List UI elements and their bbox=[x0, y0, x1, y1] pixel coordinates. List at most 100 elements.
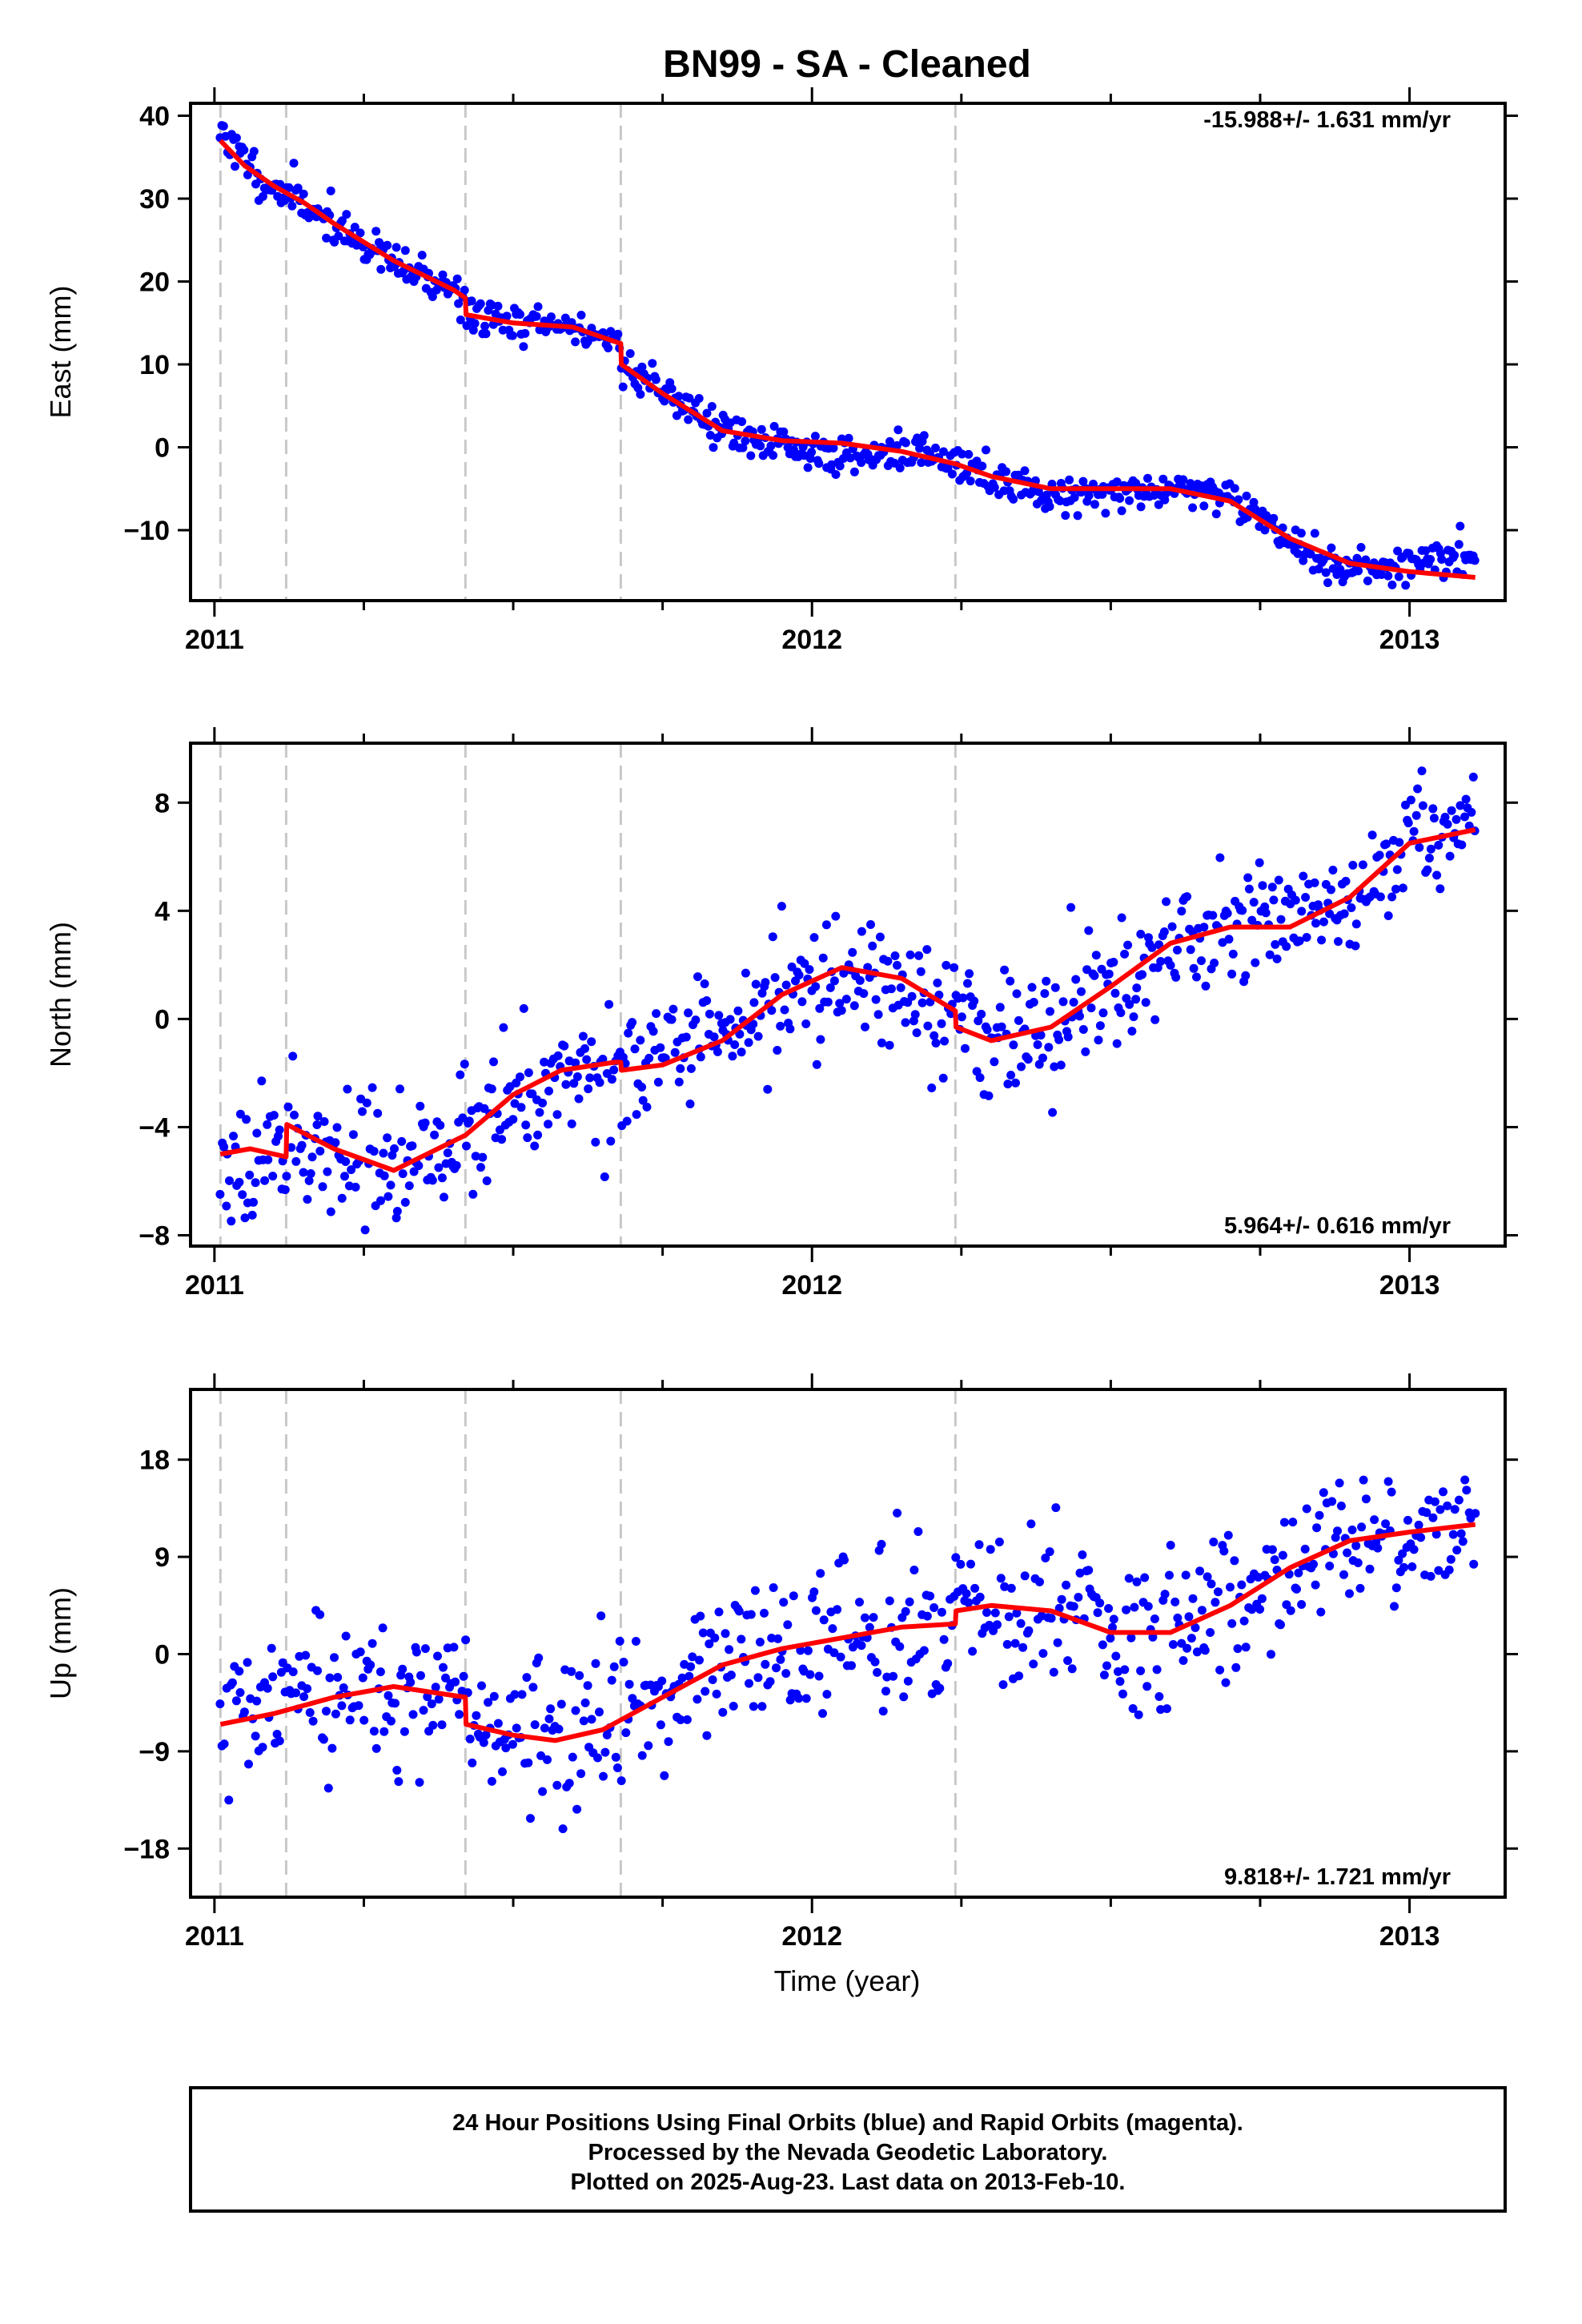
east-point bbox=[1188, 503, 1198, 513]
north-point bbox=[942, 960, 951, 970]
east-point bbox=[756, 441, 765, 451]
north-point bbox=[1272, 954, 1282, 963]
up-point bbox=[785, 1695, 795, 1705]
east-point bbox=[1098, 489, 1107, 499]
north-point bbox=[420, 1118, 430, 1128]
up-point bbox=[1443, 1501, 1452, 1510]
up-point bbox=[379, 1727, 389, 1736]
up-point bbox=[964, 1598, 974, 1607]
footer-box: 24 Hour Positions Using Final Orbits (bl… bbox=[189, 2086, 1507, 2213]
up-point bbox=[1104, 1604, 1114, 1613]
north-point bbox=[1445, 851, 1455, 861]
east-point bbox=[1154, 500, 1163, 509]
up-point bbox=[885, 1596, 894, 1606]
north-point bbox=[398, 1169, 408, 1179]
up-point bbox=[755, 1638, 765, 1647]
up-point bbox=[484, 1698, 493, 1707]
north-point bbox=[676, 1063, 685, 1073]
north-point bbox=[1033, 1040, 1042, 1049]
up-point bbox=[517, 1690, 527, 1699]
east-point bbox=[709, 443, 718, 452]
north-point bbox=[251, 1178, 260, 1188]
up-x-tick-label: 2012 bbox=[781, 1921, 842, 1952]
up-point bbox=[528, 1683, 538, 1692]
north-point bbox=[1129, 1012, 1138, 1022]
north-point bbox=[691, 1015, 701, 1025]
up-point bbox=[1407, 1562, 1417, 1571]
up-point bbox=[776, 1655, 785, 1664]
north-point bbox=[315, 1146, 325, 1156]
north-point bbox=[535, 1108, 544, 1117]
east-y-axis-label: East (mm) bbox=[44, 286, 77, 419]
up-point bbox=[1084, 1566, 1094, 1575]
up-point bbox=[1428, 1513, 1438, 1522]
north-point bbox=[1000, 965, 1010, 975]
east-point bbox=[835, 461, 845, 471]
up-point bbox=[1209, 1538, 1219, 1546]
east-point bbox=[1070, 493, 1079, 502]
up-point bbox=[1095, 1598, 1105, 1608]
north-point bbox=[343, 1084, 352, 1094]
up-point bbox=[1166, 1541, 1175, 1550]
up-point bbox=[303, 1684, 312, 1694]
east-point bbox=[849, 467, 859, 476]
up-point bbox=[937, 1607, 946, 1617]
east-point bbox=[831, 470, 841, 479]
north-point bbox=[591, 1137, 600, 1147]
north-point bbox=[875, 932, 885, 942]
north-point bbox=[1054, 1035, 1064, 1044]
up-point bbox=[1394, 1555, 1403, 1565]
up-point bbox=[493, 1719, 503, 1728]
north-point bbox=[1468, 772, 1478, 782]
east-point bbox=[516, 310, 524, 320]
up-point bbox=[477, 1681, 486, 1691]
up-point bbox=[1462, 1486, 1472, 1495]
up-point bbox=[1450, 1505, 1460, 1514]
north-point bbox=[709, 1032, 719, 1042]
up-point bbox=[1004, 1612, 1014, 1622]
north-point bbox=[1036, 1031, 1046, 1040]
north-point bbox=[299, 1168, 308, 1177]
up-point bbox=[512, 1723, 521, 1733]
north-point bbox=[1084, 926, 1094, 935]
x-axis-label: Time (year) bbox=[774, 1964, 921, 1997]
north-point bbox=[809, 933, 819, 943]
north-point bbox=[684, 1008, 693, 1018]
east-point bbox=[618, 382, 628, 392]
up-point bbox=[1128, 1704, 1138, 1713]
east-point bbox=[1078, 476, 1088, 486]
north-point bbox=[1291, 895, 1300, 905]
north-point bbox=[240, 1213, 250, 1223]
north-point bbox=[1162, 897, 1171, 907]
up-x-tick-label: 2013 bbox=[1379, 1921, 1440, 1952]
east-point bbox=[1401, 581, 1411, 590]
east-point bbox=[337, 216, 347, 226]
east-y-tick-label: 10 bbox=[139, 350, 170, 380]
up-point bbox=[895, 1642, 905, 1651]
up-point bbox=[1309, 1559, 1318, 1569]
east-point bbox=[958, 449, 967, 459]
up-point bbox=[339, 1683, 348, 1692]
north-point bbox=[1056, 1060, 1066, 1070]
up-point bbox=[1387, 1487, 1396, 1497]
up-point bbox=[1267, 1545, 1277, 1554]
up-point bbox=[1029, 1659, 1038, 1669]
up-point bbox=[1170, 1597, 1180, 1606]
north-point bbox=[584, 1084, 593, 1094]
east-point bbox=[355, 228, 365, 238]
east-point bbox=[857, 458, 866, 468]
up-point bbox=[437, 1720, 447, 1730]
east-point bbox=[947, 469, 957, 479]
up-point bbox=[975, 1592, 985, 1602]
north-point bbox=[508, 1115, 518, 1124]
north-point bbox=[268, 1172, 278, 1181]
north-point bbox=[696, 1052, 705, 1062]
up-point bbox=[698, 1628, 708, 1638]
north-point bbox=[436, 1120, 445, 1130]
up-point bbox=[996, 1574, 1006, 1583]
north-point bbox=[561, 1080, 571, 1089]
up-point bbox=[1063, 1656, 1073, 1666]
up-point bbox=[593, 1753, 602, 1763]
north-point bbox=[379, 1171, 389, 1180]
up-point bbox=[1049, 1667, 1058, 1677]
